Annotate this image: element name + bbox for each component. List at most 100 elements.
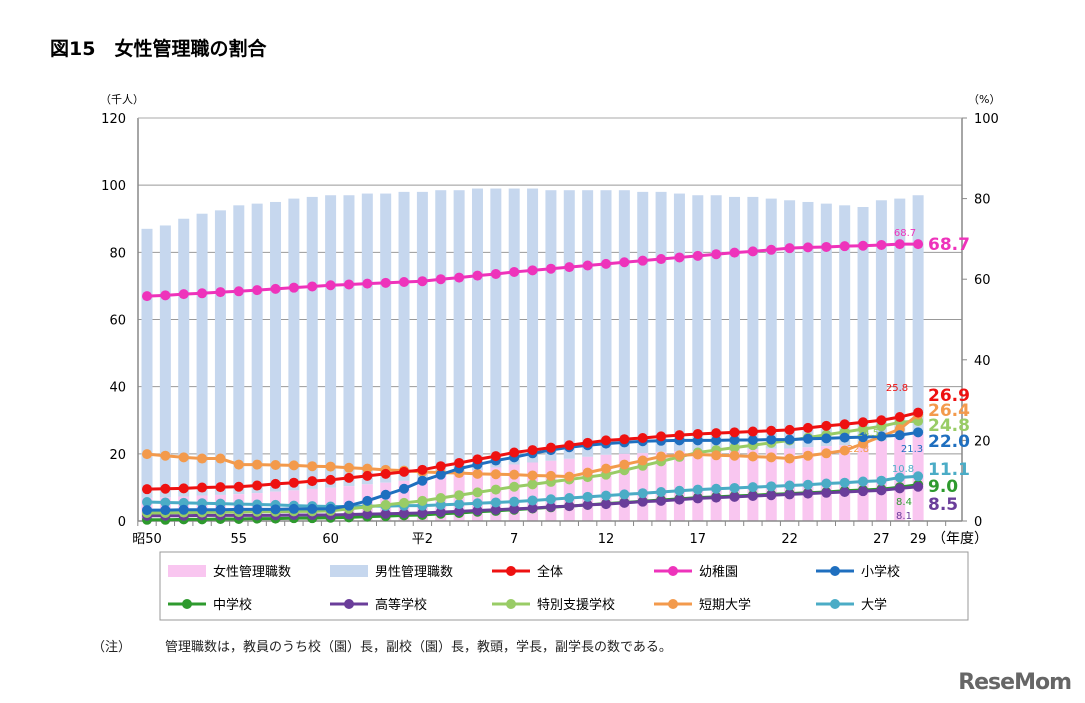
data-point xyxy=(215,287,226,298)
data-point xyxy=(564,262,575,273)
data-point xyxy=(527,470,538,481)
x-tick-label: 昭50 xyxy=(132,532,162,547)
legend-label: 小学校 xyxy=(861,564,900,580)
data-point xyxy=(858,424,869,435)
data-point xyxy=(215,504,226,515)
data-point xyxy=(747,434,758,445)
data-point xyxy=(784,243,795,254)
data-point xyxy=(637,496,648,507)
data-point xyxy=(729,434,740,445)
data-point xyxy=(858,417,869,428)
bar-male xyxy=(343,195,355,487)
bar-male xyxy=(178,218,190,497)
bar-male xyxy=(508,188,520,465)
bar-male xyxy=(729,196,741,450)
legend-marker xyxy=(830,599,840,609)
data-point xyxy=(178,452,189,463)
data-point xyxy=(894,412,905,423)
data-point xyxy=(619,489,630,500)
bar-male xyxy=(912,195,924,434)
data-point xyxy=(527,495,538,506)
bar-male xyxy=(306,196,318,489)
data-point xyxy=(601,499,611,510)
data-point xyxy=(399,508,410,519)
data-point xyxy=(564,471,575,482)
bar-male xyxy=(692,195,704,451)
data-point xyxy=(747,426,758,437)
end-value-label: 11.1 xyxy=(928,460,970,480)
legend-label: 女性管理職数 xyxy=(213,564,291,580)
data-point xyxy=(839,445,850,456)
data-point xyxy=(435,507,446,518)
data-point xyxy=(802,479,813,490)
data-point xyxy=(711,450,722,461)
left-tick-label: 100 xyxy=(101,179,126,194)
data-point xyxy=(656,451,667,462)
data-point xyxy=(233,504,244,515)
data-point xyxy=(674,430,685,441)
data-point xyxy=(729,450,740,461)
data-point xyxy=(582,437,593,448)
data-point xyxy=(288,503,299,514)
data-point xyxy=(417,464,428,475)
right-tick-label: 60 xyxy=(974,273,991,288)
bar-male xyxy=(563,190,575,459)
data-point xyxy=(619,257,630,268)
data-point xyxy=(362,278,373,289)
data-point xyxy=(674,485,685,496)
data-point xyxy=(876,415,887,426)
data-point xyxy=(582,491,593,502)
bar-male xyxy=(765,198,777,449)
end-value-label: 24.8 xyxy=(928,416,970,436)
data-point xyxy=(343,500,354,511)
data-point xyxy=(509,266,520,277)
end-value-label: 26.4 xyxy=(928,401,970,421)
legend-marker xyxy=(344,599,354,609)
x-tick-label: 12 xyxy=(598,532,615,547)
data-point xyxy=(839,432,850,443)
bar-female xyxy=(655,451,667,521)
left-tick-label: 0 xyxy=(118,515,126,530)
data-point xyxy=(766,490,777,501)
bar-male xyxy=(637,191,649,454)
data-point xyxy=(656,495,667,506)
data-point xyxy=(582,467,593,478)
end-value-label: 68.7 xyxy=(928,235,970,255)
data-point xyxy=(729,247,740,258)
data-point xyxy=(711,249,722,260)
data-point xyxy=(527,479,538,490)
data-point xyxy=(839,486,850,497)
bar-male xyxy=(416,191,428,480)
data-point xyxy=(692,250,703,261)
data-point xyxy=(252,459,263,470)
data-point xyxy=(288,282,299,293)
data-point xyxy=(913,481,924,492)
data-point xyxy=(784,489,795,500)
data-point xyxy=(692,428,703,439)
right-tick-label: 20 xyxy=(974,434,991,449)
end-value-label: 22.0 xyxy=(928,432,970,452)
legend-marker xyxy=(506,566,516,576)
data-point xyxy=(692,493,703,504)
bar-male xyxy=(270,201,282,492)
data-point xyxy=(509,447,520,458)
data-point xyxy=(876,431,887,442)
data-point xyxy=(802,422,813,433)
data-point xyxy=(233,286,244,297)
data-point xyxy=(270,504,281,515)
bar-male xyxy=(802,201,814,448)
bar-male xyxy=(673,193,685,452)
data-point xyxy=(343,279,354,290)
data-point xyxy=(729,442,740,453)
bar-male xyxy=(710,195,722,450)
data-point xyxy=(619,497,630,508)
data-point xyxy=(490,469,501,480)
data-point xyxy=(178,497,189,508)
data-point xyxy=(656,486,667,497)
bar-female xyxy=(618,453,630,521)
data-point xyxy=(821,420,832,431)
data-point xyxy=(619,459,630,470)
data-point xyxy=(509,496,520,507)
data-point xyxy=(747,491,758,502)
left-tick-label: 80 xyxy=(109,246,126,261)
